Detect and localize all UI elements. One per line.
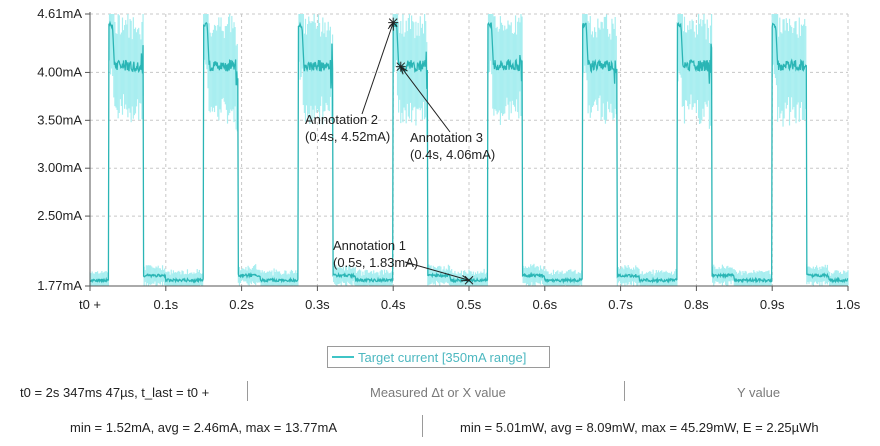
chart-axes: 4.61mA 4.00mA 3.50mA 3.00mA 2.50mA 1.77mA t0 +… [37, 6, 861, 312]
time-range-readout: t0 = 2s 347ms 47µs, t_last = t0 + [20, 385, 210, 400]
chart-legend[interactable]: Target current [350mA range] [327, 346, 550, 368]
y-tick-label: 3.50mA [37, 112, 82, 127]
y-tick-label: 2.50mA [37, 208, 82, 223]
y-tick-label: 3.00mA [37, 160, 82, 175]
x-tick-label: 0.7s [608, 297, 633, 312]
current-chart[interactable]: 4.61mA 4.00mA 3.50mA 3.00mA 2.50mA 1.77mA t0 +… [0, 0, 880, 340]
annotation-title: Annotation 2 [305, 112, 378, 127]
legend-label: Target current [350mA range] [358, 349, 527, 365]
annotation-2[interactable]: Annotation 3 (0.4s, 4.06mA) [395, 61, 495, 162]
x-tick-label: 0.9s [760, 297, 785, 312]
x-tick-label: 0.4s [381, 297, 406, 312]
annotation-coords: (0.5s, 1.83mA) [333, 255, 418, 270]
y-tick-label: 4.61mA [37, 6, 82, 21]
annotation-1[interactable]: Annotation 2 (0.4s, 4.52mA) [305, 17, 399, 144]
annotation-coords: (0.4s, 4.52mA) [305, 129, 390, 144]
separator [422, 415, 423, 437]
annotation-marker [464, 275, 474, 285]
x-tick-label: 0.3s [305, 297, 330, 312]
annotation-coords: (0.4s, 4.06mA) [410, 147, 495, 162]
current-statistics: min = 1.52mA, avg = 2.46mA, max = 13.77m… [70, 420, 337, 435]
y-value-label: Y value [737, 385, 781, 400]
x-tick-label: 0.8s [684, 297, 709, 312]
annotation-arrow [404, 261, 470, 281]
annotation-arrow [400, 66, 451, 133]
annotation-arrow [361, 22, 394, 115]
x-tick-label: 0.2s [229, 297, 254, 312]
measured-value-label: Measured Δt or X value [370, 385, 506, 400]
x-tick-label: 0.6s [533, 297, 558, 312]
annotation-title: Annotation 1 [333, 238, 406, 253]
annotations[interactable]: Annotation 2 (0.4s, 4.52mA) Annotation 3 (0… [305, 17, 495, 285]
separator [624, 381, 625, 401]
y-tick-label: 4.00mA [37, 64, 82, 79]
y-tick-label: 1.77mA [37, 278, 82, 293]
signal-noise-band [89, 14, 849, 286]
x-tick-label: 1.0s [836, 297, 861, 312]
power-statistics: min = 5.01mW, avg = 8.09mW, max = 45.29m… [460, 420, 819, 435]
annotation-title: Annotation 3 [410, 130, 483, 145]
x-tick-label: 0.1s [154, 297, 179, 312]
legend-line-swatch [332, 356, 354, 358]
x-tick-label: t0 + [79, 297, 101, 312]
annotation-3[interactable]: Annotation 1 (0.5s, 1.83mA) [333, 238, 474, 285]
separator [247, 381, 248, 401]
series-line-target-current [89, 20, 849, 285]
x-tick-label: 0.5s [457, 297, 482, 312]
